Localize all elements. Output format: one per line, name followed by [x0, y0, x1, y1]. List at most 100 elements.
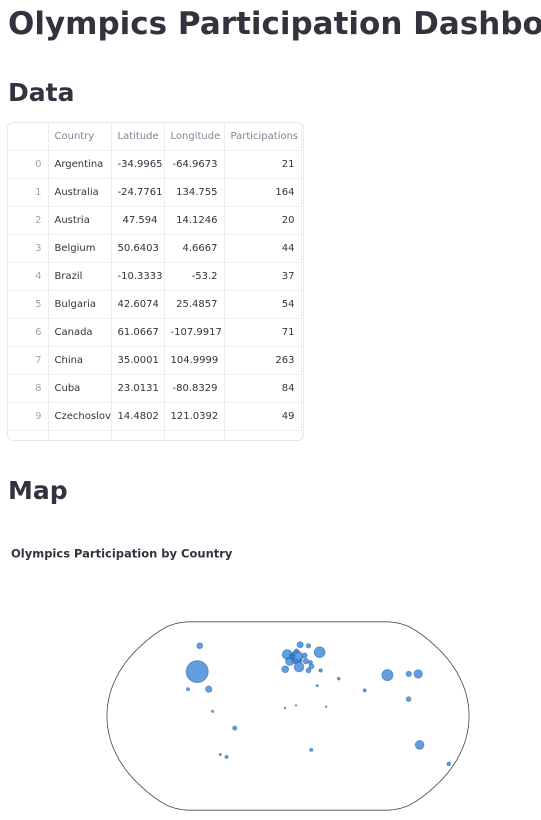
bubble [309, 747, 314, 752]
cell: Brazil [48, 262, 112, 291]
cell: 21 [224, 150, 302, 179]
bubble [413, 669, 423, 679]
table-row: 2 Austria 47.594 14.1246 20 [8, 206, 302, 235]
cell: -10.3333 [111, 262, 165, 291]
row-index: 3 [8, 234, 49, 263]
bubble [405, 670, 412, 678]
table-row: 3 Belgium 50.6403 4.6667 44 [8, 234, 302, 263]
cell [164, 430, 225, 440]
table-row: 5 Bulgaria 42.6074 25.4857 54 [8, 290, 302, 319]
table: Country Latitude Longitude Participations 0… [8, 123, 302, 440]
bubble [405, 696, 412, 703]
cell: 121.0392 [164, 402, 225, 431]
row-index: 4 [8, 262, 49, 291]
cell: 263 [224, 346, 302, 375]
cell: Cuba [48, 374, 112, 403]
bubble [232, 725, 238, 731]
page-title: Olympics Participation Dashboard [8, 6, 541, 42]
section-heading: Data [8, 78, 75, 107]
cell: Canada [48, 318, 112, 347]
row-index: 6 [8, 318, 49, 347]
header-row: Country Latitude Longitude Participations [8, 123, 302, 151]
data-table[interactable]: Country Latitude Longitude Participations 0… [7, 122, 304, 441]
cell: 42.6074 [111, 290, 165, 319]
bubble [313, 646, 326, 659]
globe-outline [106, 621, 470, 811]
bubble [296, 641, 304, 649]
cell: 50.6403 [111, 234, 165, 263]
bubble [211, 709, 215, 713]
cell [8, 430, 49, 440]
cell: Bulgaria [48, 290, 112, 319]
cell: 104.9999 [164, 346, 225, 375]
bubble [281, 665, 290, 674]
cell: 4.6667 [164, 234, 225, 263]
table-row: 0 Argentina -34.9965 -64.9673 21 [8, 150, 302, 179]
row-index: 5 [8, 290, 49, 319]
cell: Austria [48, 206, 112, 235]
bubble [196, 642, 204, 650]
bubble [315, 684, 319, 688]
bubble [362, 688, 367, 693]
table-row: 1 Australia -24.7761 134.755 164 [8, 178, 302, 207]
bubble [283, 706, 287, 710]
row-index: 1 [8, 178, 49, 207]
cell: Czechoslovakia [48, 402, 112, 431]
cell: 44 [224, 234, 302, 263]
cell: -64.9673 [164, 150, 225, 179]
bubble [289, 654, 295, 660]
cell [111, 430, 165, 440]
bubble [305, 667, 312, 674]
column-header: Latitude [111, 123, 165, 151]
table-row: 4 Brazil -10.3333 -53.2 37 [8, 262, 302, 291]
cell: -80.8329 [164, 374, 225, 403]
bubble [308, 663, 315, 670]
cell: 164 [224, 178, 302, 207]
section-heading: Map [8, 476, 68, 505]
bubble [224, 754, 229, 759]
bubble [301, 652, 308, 659]
cell: 14.1246 [164, 206, 225, 235]
cell: 61.0667 [111, 318, 165, 347]
index-header [8, 123, 49, 151]
bubble [205, 685, 213, 693]
cell: Belgium [48, 234, 112, 263]
cell: 20 [224, 206, 302, 235]
bubble [414, 740, 425, 750]
cell: 25.4857 [164, 290, 225, 319]
cell [224, 430, 302, 440]
cell: -34.9965 [111, 150, 165, 179]
row-index: 0 [8, 150, 49, 179]
chart-title: Olympics Participation by Country [11, 547, 233, 561]
cell: 47.594 [111, 206, 165, 235]
cell: 35.0001 [111, 346, 165, 375]
cell: 54 [224, 290, 302, 319]
map-chart: Olympics Participation by Country [11, 547, 470, 811]
table-row [8, 430, 302, 440]
bubble [293, 648, 300, 654]
cell [48, 430, 112, 440]
column-header: Participations [224, 123, 302, 151]
bubble [185, 687, 190, 692]
cell: 71 [224, 318, 302, 347]
row-index: 2 [8, 206, 49, 235]
cell: 84 [224, 374, 302, 403]
bubble [305, 643, 312, 649]
table-row: 7 China 35.0001 104.9999 263 [8, 346, 302, 375]
cell: -53.2 [164, 262, 225, 291]
bubble [324, 705, 328, 708]
cell: -107.9917 [164, 318, 225, 347]
column-header: Country [48, 123, 112, 151]
bubble [381, 669, 394, 682]
cell: 37 [224, 262, 302, 291]
bubble [292, 658, 299, 665]
bubble [336, 676, 341, 681]
table-row: 6 Canada 61.0667 -107.9917 71 [8, 318, 302, 347]
cell: 14.4802 [111, 402, 165, 431]
bubble [293, 661, 305, 673]
row-index: 7 [8, 346, 49, 375]
cell: 134.755 [164, 178, 225, 207]
bubble [294, 704, 298, 707]
